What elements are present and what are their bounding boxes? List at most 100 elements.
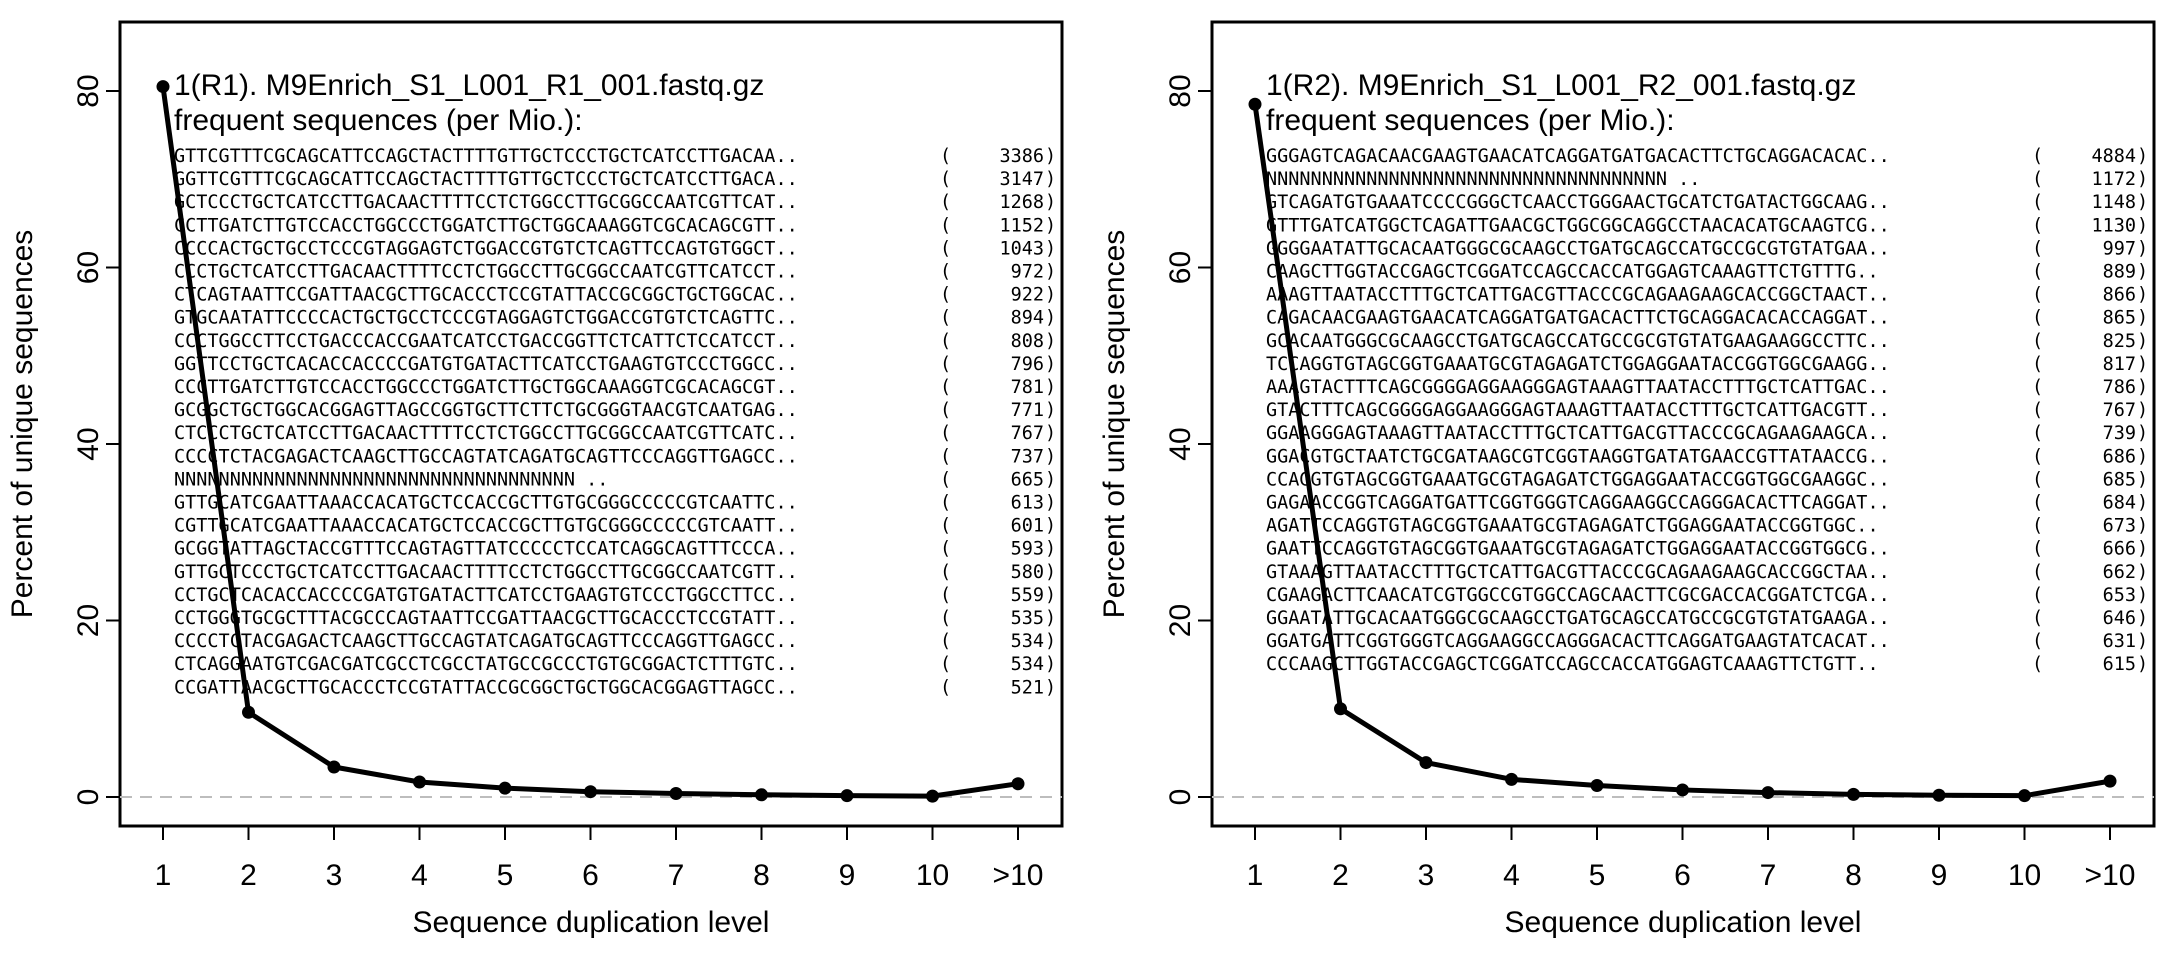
panel-1-sequence-close-paren: ) (1045, 539, 1056, 560)
panel-2-sequence-count: 646 (2103, 608, 2136, 629)
panel-2-sequence-count: 1148 (2091, 192, 2136, 213)
panel-1-sequence-open-paren: ( (940, 285, 951, 306)
panel-2-y-tick-label: 40 (1164, 427, 1197, 460)
panel-1-sequence-count: 3386 (999, 146, 1044, 167)
panel-2-sequence-text: GGAATATTGCACAATGGGCGCAAGCCTGATGCAGCCATGC… (1266, 608, 1890, 629)
panel-2-sequence-open-paren: ( (2032, 285, 2043, 306)
panel-1-sequence-close-paren: ) (1045, 146, 1056, 167)
panel-2-sequence-count: 865 (2103, 308, 2136, 329)
panel-2-sequence-text: GGATGATTCGGTGGGTCAGGAAGGCCAGGGACACTTCAGG… (1266, 631, 1890, 652)
panel-2-sequence-open-paren: ( (2032, 400, 2043, 421)
panel-2-sequence-open-paren: ( (2032, 631, 2043, 652)
panel-1-x-axis-title: Sequence duplication level (413, 906, 770, 939)
panel-2-sequence-close-paren: ) (2137, 493, 2148, 514)
panel-2-sequence-text: GTAAAGTTAATACCTTTGCTCATTGACGTTACCCGCAGAA… (1266, 562, 1890, 583)
panel-1-x-tick-label: 3 (326, 859, 343, 892)
panel-1-sequence-close-paren: ) (1045, 285, 1056, 306)
panel-2-sequence-text: GTTTGATCATGGCTCAGATTGAACGCTGGCGGCAGGCCTA… (1266, 215, 1890, 236)
panel-1-sequence-text: CTCAGTAATTCCGATTAACGCTTGCACCCTCCGTATTACC… (174, 285, 798, 306)
panel-1-sequence-count: 972 (1011, 262, 1044, 283)
panel-2-x-tick-label: 5 (1589, 859, 1606, 892)
panel-1-sequence-text: GCGGCTGCTGGCACGGAGTTAGCCGGTGCTTCTTCTGCGG… (174, 400, 798, 421)
panel-2-sequence-open-paren: ( (2032, 262, 2043, 283)
panel-1-sequence-count: 613 (1011, 493, 1044, 514)
panel-2-sequence-open-paren: ( (2032, 608, 2043, 629)
panel-1-sequence-open-paren: ( (940, 308, 951, 329)
panel-1-sequence-close-paren: ) (1045, 654, 1056, 675)
panel-2-sequence-text: GTACTTTCAGCGGGGAGGAAGGGAGTAAAGTTAATACCTT… (1266, 400, 1890, 421)
panel-2-sequence-close-paren: ) (2137, 585, 2148, 606)
panel-2-sequence-open-paren: ( (2032, 469, 2043, 490)
panel-1-data-point (584, 785, 597, 799)
panel-1-sequence-text: CTCAGGAATGTCGACGATCGCCTCGCCTATGCCGCCCTGT… (174, 654, 798, 675)
panel-2-sequence-count: 666 (2103, 539, 2136, 560)
panel-1-sequence-text: GTTGCATCGAATTAAACCACATGCTCCACCGCTTGTGCGG… (174, 493, 798, 514)
panel-1-y-tick-label: 20 (72, 604, 105, 637)
panel-2-sequence-close-paren: ) (2137, 262, 2148, 283)
panel-1-sequence-count: 3147 (999, 169, 1044, 190)
panel-1-sequence-close-paren: ) (1045, 192, 1056, 213)
panel-1-sequence-count: 593 (1011, 539, 1044, 560)
panel-1-sequence-text: CGTTGCATCGAATTAAACCACATGCTCCACCGCTTGTGCG… (174, 516, 798, 537)
panel-1-sequence-close-paren: ) (1045, 493, 1056, 514)
panel-2-sequence-open-paren: ( (2032, 562, 2043, 583)
panel-2-sequence-open-paren: ( (2032, 493, 2043, 514)
panel-2-sequence-text: CCAGGTGTAGCGGTGAAATGCGTAGAGATCTGGAGGAATA… (1266, 469, 1890, 490)
panel-1-x-tick-label: 9 (839, 859, 856, 892)
panel-1-sequence-close-paren: ) (1045, 562, 1056, 583)
panel-1-y-tick-label: 40 (72, 427, 105, 460)
panel-2-sequence-text: AGATTCCAGGTGTAGCGGTGAAATGCGTAGAGATCTGGAG… (1266, 516, 1879, 537)
panel-2-sequence-text: CAGACAACGAAGTGAACATCAGGATGATGACACTTCTGCA… (1266, 308, 1890, 329)
panel-2-sequence-text: GCACAATGGGCGCAAGCCTGATGCAGCCATGCCGCGTGTA… (1266, 331, 1890, 352)
panel-2-sequence-close-paren: ) (2137, 192, 2148, 213)
panel-2-sequence-text: TCCAGGTGTAGCGGTGAAATGCGTAGAGATCTGGAGGAAT… (1266, 354, 1890, 375)
panel-2-sequence-close-paren: ) (2137, 238, 2148, 259)
panel-1-sequence-close-paren: ) (1045, 262, 1056, 283)
panel-2-sequence-open-paren: ( (2032, 331, 2043, 352)
panel-2-sequence-close-paren: ) (2137, 331, 2148, 352)
panel-1-sequence-count: 922 (1011, 285, 1044, 306)
panel-2-sequence-open-paren: ( (2032, 446, 2043, 467)
panel-2-sequence-count: 997 (2103, 238, 2136, 259)
panel-1-sequence-close-paren: ) (1045, 631, 1056, 652)
panel-2-chart-title: 1(R2). M9Enrich_S1_L001_R2_001.fastq.gz (1266, 69, 1856, 102)
panel-1-data-point (413, 775, 426, 789)
panel-1-sequence-open-paren: ( (940, 192, 951, 213)
panel-2-x-tick-label: 1 (1247, 859, 1264, 892)
panel-1-sequence-close-paren: ) (1045, 331, 1056, 352)
panel-1-sequence-count: 559 (1011, 585, 1044, 606)
panel-1-sequence-text: NNNNNNNNNNNNNNNNNNNNNNNNNNNNNNNNNNNN .. (174, 469, 608, 490)
panel-1-sequence-close-paren: ) (1045, 585, 1056, 606)
panel-1-sequence-text: CCCTTGATCTTGTCCACCTGGCCCTGGATCTTGCTGGCAA… (174, 377, 798, 398)
panel-2-x-tick-label: >10 (2085, 859, 2136, 892)
panel-2-x-axis-title: Sequence duplication level (1505, 906, 1862, 939)
panel-1-sequence-open-paren: ( (940, 423, 951, 444)
panel-1-sequence-text: CTCCCTGCTCATCCTTGACAACTTTTCCTCTGGCCTTGCG… (174, 423, 798, 444)
panel-2-sequence-text: AAAGTACTTTCAGCGGGGAGGAAGGGAGTAAAGTTAATAC… (1266, 377, 1890, 398)
panel-2-sequence-text: GGACGTGCTAATCTGCGATAAGCGTCGGTAAGGTGATATG… (1266, 446, 1890, 467)
panel-2-x-tick-label: 8 (1845, 859, 1862, 892)
panel-1-sequence-count: 1268 (999, 192, 1044, 213)
panel-1-x-tick-label: 7 (668, 859, 685, 892)
panel-2-sequence-count: 653 (2103, 585, 2136, 606)
panel-1-sequence-close-paren: ) (1045, 423, 1056, 444)
panel-1-sequence-open-paren: ( (940, 539, 951, 560)
panel-1-sequence-open-paren: ( (940, 516, 951, 537)
panel-1-sequence-close-paren: ) (1045, 169, 1056, 190)
panel-1-sequence-count: 1043 (999, 238, 1044, 259)
panel-2-data-point (1334, 702, 1347, 716)
panel-1-sequence-text: CCGATTAACGCTTGCACCCTCCGTATTACCGCGGCTGCTG… (174, 677, 798, 698)
panel-2-sequence-count: 825 (2103, 331, 2136, 352)
panel-1-sequence-text: CCCTGGCCTTCCTGACCCACCGAATCATCCTGACCGGTTC… (174, 331, 798, 352)
panel-2-x-tick-label: 2 (1332, 859, 1349, 892)
panel-1-data-point (156, 80, 170, 94)
panel-2-sequence-close-paren: ) (2137, 146, 2148, 167)
panel-2-sequence-close-paren: ) (2137, 308, 2148, 329)
panel-2-x-tick-label: 6 (1674, 859, 1691, 892)
panel-1-sequence-open-paren: ( (940, 608, 951, 629)
panel-2-sequence-open-paren: ( (2032, 238, 2043, 259)
panel-1-sequence-open-paren: ( (940, 631, 951, 652)
panel-1-data-point (669, 786, 683, 800)
panel-1-x-tick-label: 4 (411, 859, 428, 892)
panel-1-sequence-open-paren: ( (940, 677, 951, 698)
